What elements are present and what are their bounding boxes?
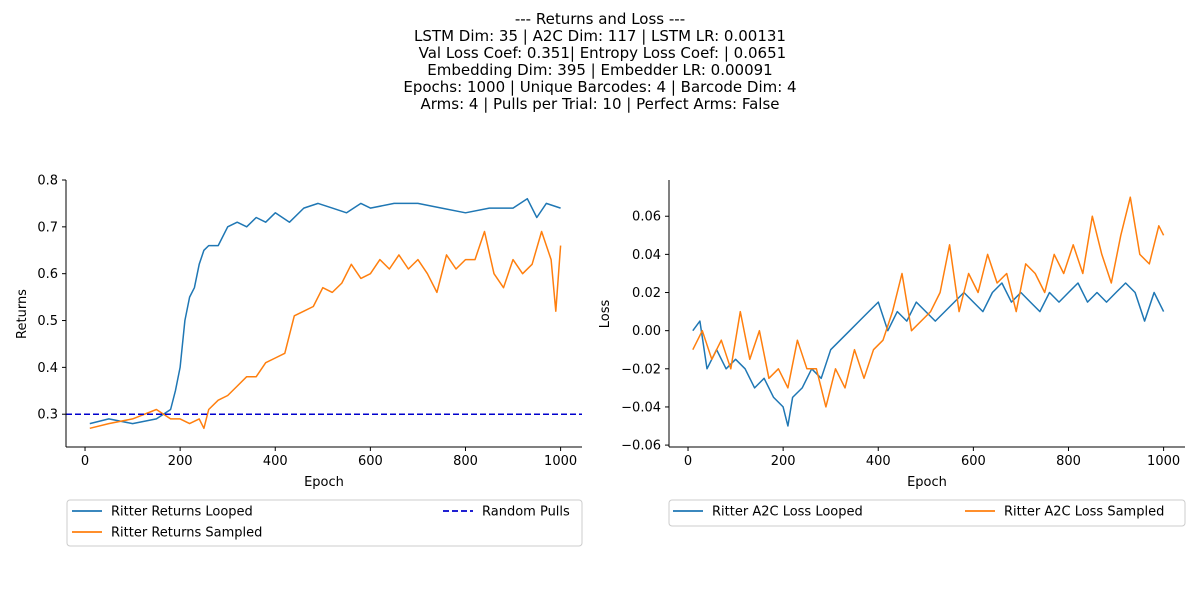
loss-xtick-label: 1000 [1147, 454, 1180, 469]
loss-ylabel: Loss [598, 300, 613, 329]
title-line-0: --- Returns and Loss --- [515, 10, 685, 28]
returns-legend-label-1: Ritter Returns Sampled [111, 526, 262, 541]
title-line-5: Arms: 4 | Pulls per Trial: 10 | Perfect … [421, 95, 780, 113]
returns-xtick-label: 200 [168, 454, 193, 469]
loss-plot: 0 200 400 600 800 1000 −0.06 −0.04 −0.02 0.00 0.02… [598, 180, 1186, 527]
returns-legend-label-0: Ritter Returns Looped [111, 505, 253, 520]
returns-ytick-label: 0.8 [37, 174, 58, 189]
loss-ytick-label: 0.00 [632, 324, 661, 339]
title-line-1: LSTM Dim: 35 | A2C Dim: 117 | LSTM LR: 0… [414, 27, 786, 45]
returns-ytick-label: 0.6 [37, 267, 58, 282]
loss-legend-frame [668, 499, 1186, 527]
returns-series-0 [89, 197, 561, 425]
returns-ytick-label: 0.3 [37, 408, 58, 423]
loss-legend: Ritter A2C Loss Looped Ritter A2C Loss Sa… [668, 499, 1186, 527]
loss-xtick-label: 0 [684, 454, 692, 469]
returns-legend-label-2: Random Pulls [482, 505, 570, 520]
loss-ytick-label: 0.02 [632, 286, 661, 301]
returns-plot: 0 200 400 600 800 1000 0.3 0.4 0.5 0.6 0.7 0.8 Epoc… [15, 174, 583, 547]
returns-ytick-label: 0.7 [37, 220, 58, 235]
loss-xtick-label: 400 [866, 454, 891, 469]
title-line-4: Epochs: 1000 | Unique Barcodes: 4 | Barc… [403, 78, 796, 96]
loss-xtick-label: 800 [1056, 454, 1081, 469]
loss-legend-label-0: Ritter A2C Loss Looped [712, 505, 863, 520]
loss-ytick-label: 0.06 [632, 210, 661, 225]
returns-ylabel: Returns [15, 289, 30, 339]
returns-xtick-label: 600 [358, 454, 383, 469]
returns-xtick-label: 400 [263, 454, 288, 469]
loss-xtick-label: 600 [961, 454, 986, 469]
loss-legend-label-1: Ritter A2C Loss Sampled [1004, 505, 1164, 520]
loss-xtick-label: 200 [771, 454, 796, 469]
title-line-3: Embedding Dim: 395 | Embedder LR: 0.0009… [427, 61, 772, 79]
returns-xtick-label: 800 [453, 454, 478, 469]
loss-series-1 [692, 196, 1165, 408]
loss-ytick-label: −0.04 [621, 400, 661, 415]
returns-xtick-label: 1000 [544, 454, 577, 469]
returns-legend: Ritter Returns Looped Ritter Returns Samp… [66, 499, 583, 547]
returns-ytick-label: 0.4 [37, 361, 58, 376]
returns-ytick-label: 0.5 [37, 314, 58, 329]
loss-ytick-label: −0.06 [621, 439, 661, 454]
returns-xlabel: Epoch [304, 475, 344, 490]
loss-ytick-label: 0.04 [632, 248, 661, 263]
loss-ytick-label: −0.02 [621, 362, 661, 377]
loss-series-0 [692, 282, 1165, 427]
returns-xtick-label: 0 [81, 454, 89, 469]
title-line-2: Val Loss Coef: 0.351| Entropy Loss Coef:… [414, 44, 786, 62]
returns-series-1 [89, 230, 562, 430]
figure-title: --- Returns and Loss ---LSTM Dim: 35 | A… [403, 10, 796, 113]
loss-xlabel: Epoch [907, 475, 947, 490]
